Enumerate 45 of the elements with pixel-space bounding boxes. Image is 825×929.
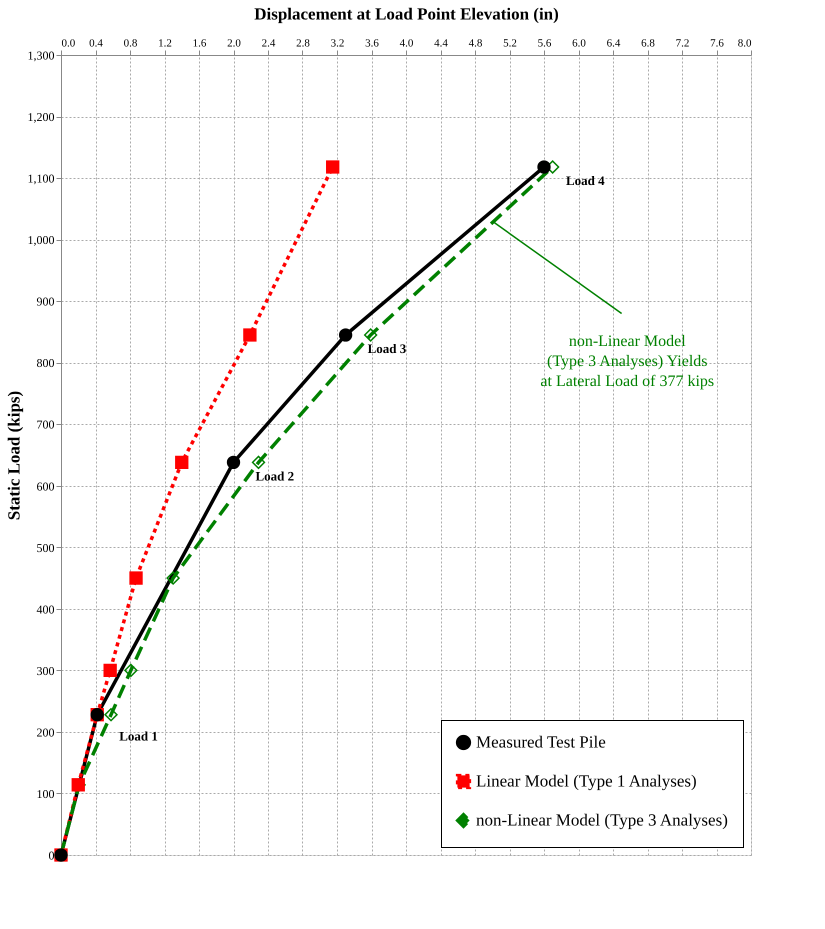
x-tick-label: 4.0: [400, 38, 414, 50]
x-tick-label: 0.8: [124, 38, 138, 50]
x-tick-label: 5.2: [503, 38, 517, 50]
legend-label: Measured Test Pile: [476, 732, 606, 752]
x-tick-label: 8.0: [738, 38, 752, 50]
x-tick-label: 4.8: [468, 38, 483, 50]
annotation: Load 4: [566, 173, 606, 188]
x-tick-label: 4.4: [434, 38, 448, 50]
x-tick-label: 2.8: [296, 38, 310, 50]
annotation: non-Linear Model (Type 3 Analyses) Yields at Lateral Load of 377 kips: [540, 333, 714, 390]
x-tick-label: 2.4: [262, 38, 276, 50]
x-tick-label: 6.0: [572, 38, 586, 50]
y-tick-label: 100: [36, 786, 54, 801]
y-tick-label: 800: [36, 356, 54, 370]
annotation: Load 2: [256, 468, 294, 484]
x-axis-title: Displacement at Load Point Elevation (in): [254, 4, 559, 24]
x-tick-label: 2.0: [227, 38, 242, 50]
y-tick-label: 900: [36, 294, 54, 309]
y-tick-label: 300: [36, 664, 54, 678]
x-tick-label: 3.2: [330, 38, 344, 50]
legend-label: Linear Model (Type 1 Analyses): [476, 772, 697, 790]
x-tick-label: 1.2: [158, 38, 172, 50]
annotation: Load 1: [119, 728, 158, 744]
y-tick-label: 200: [36, 725, 54, 740]
y-tick-label: 1,200: [28, 110, 54, 124]
x-tick-label: 0.4: [89, 38, 104, 50]
x-tick-label: 6.4: [606, 38, 621, 50]
y-axis-title: Static Load (kips): [4, 390, 24, 520]
legend-label: non-Linear Model (Type 3 Analyses): [476, 810, 728, 830]
y-tick-label: 1,000: [28, 233, 54, 248]
y-tick-label: 0: [48, 848, 54, 862]
x-tick-label: 3.6: [365, 38, 380, 50]
x-tick-label: 0.0: [62, 38, 76, 50]
x-tick-label: 1.6: [192, 38, 207, 50]
y-tick-label: 1,300: [28, 48, 54, 62]
y-tick-label: 700: [36, 418, 54, 432]
y-tick-label: 500: [36, 540, 54, 555]
y-tick-label: 1,100: [28, 172, 54, 186]
x-tick-label: 7.6: [710, 38, 724, 50]
x-tick-label: 5.6: [538, 38, 552, 50]
y-tick-label: 400: [36, 602, 54, 616]
y-tick-label: 600: [36, 479, 54, 494]
x-tick-label: 7.2: [676, 38, 690, 50]
x-tick-label: 6.8: [641, 38, 656, 50]
annotation: Load 3: [368, 341, 407, 356]
